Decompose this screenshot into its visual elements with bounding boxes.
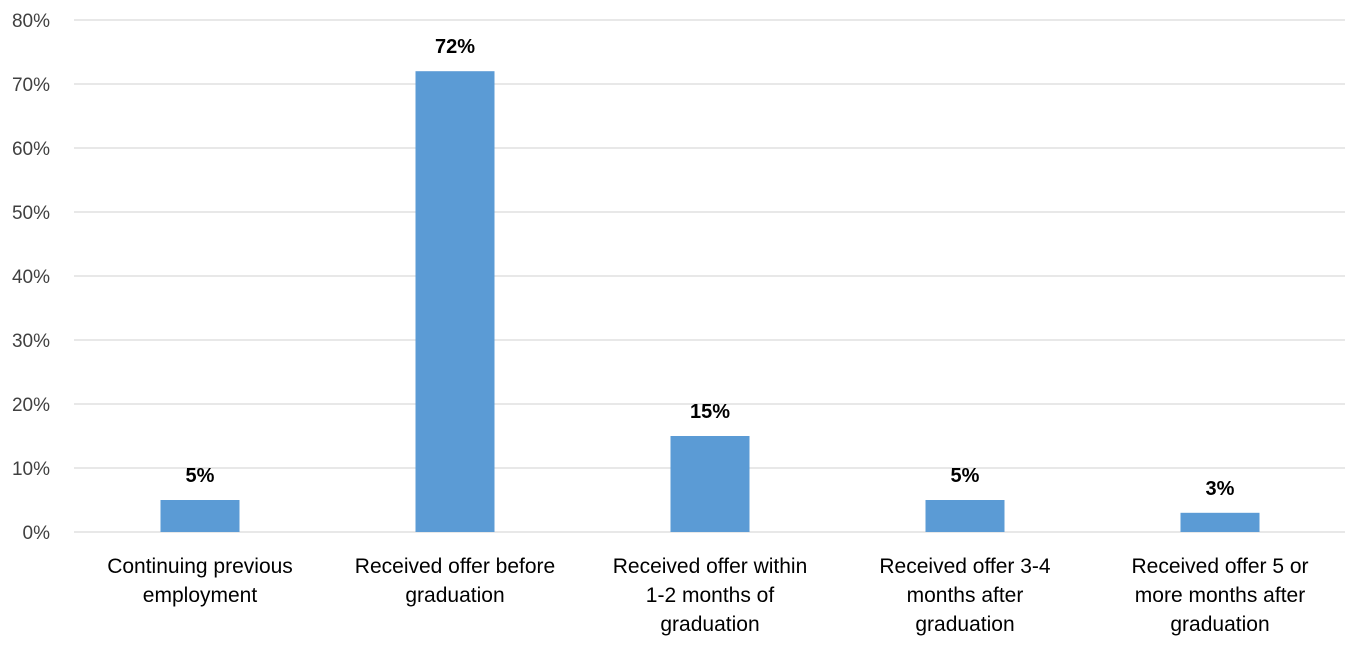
category-label: 1-2 months of [646, 584, 775, 607]
category-label: graduation [660, 613, 759, 636]
y-tick-label: 70% [12, 75, 50, 96]
category-label: Received offer 5 or [1131, 555, 1308, 578]
y-tick-label: 20% [12, 395, 50, 416]
category-label: Received offer before [355, 555, 555, 578]
y-tick-label: 10% [12, 459, 50, 480]
category-label: months after [907, 584, 1024, 607]
category-label: graduation [1170, 613, 1269, 636]
bar-4 [925, 500, 1005, 532]
category-label: graduation [915, 613, 1014, 636]
bar-3 [670, 436, 750, 532]
category-label: employment [143, 584, 258, 607]
bar-1 [160, 500, 240, 532]
category-label: graduation [405, 584, 504, 607]
y-tick-label: 40% [12, 267, 50, 288]
data-labels: 5% 72% 15% 5% 3% [186, 36, 1235, 500]
y-tick-label: 80% [12, 11, 50, 32]
y-axis-tick-labels: 0% 10% 20% 30% 40% 50% 60% 70% 80% [12, 11, 50, 544]
y-tick-label: 30% [12, 331, 50, 352]
category-label: Received offer 3-4 [879, 555, 1051, 578]
data-label: 72% [435, 36, 475, 58]
y-tick-label: 0% [23, 523, 51, 544]
category-label: more months after [1135, 584, 1305, 607]
y-tick-label: 50% [12, 203, 50, 224]
category-label: Continuing previous [107, 555, 293, 578]
bars [160, 71, 1260, 532]
data-label: 5% [951, 465, 980, 487]
data-label: 5% [186, 465, 215, 487]
data-label: 3% [1206, 478, 1235, 500]
gridlines [74, 19, 1345, 533]
bar-2 [415, 71, 495, 532]
category-label: Received offer within [613, 555, 808, 578]
category-labels: Continuing previous employment Received of… [107, 555, 1308, 636]
bar-5 [1180, 512, 1260, 532]
data-label: 15% [690, 401, 730, 423]
y-tick-label: 60% [12, 139, 50, 160]
